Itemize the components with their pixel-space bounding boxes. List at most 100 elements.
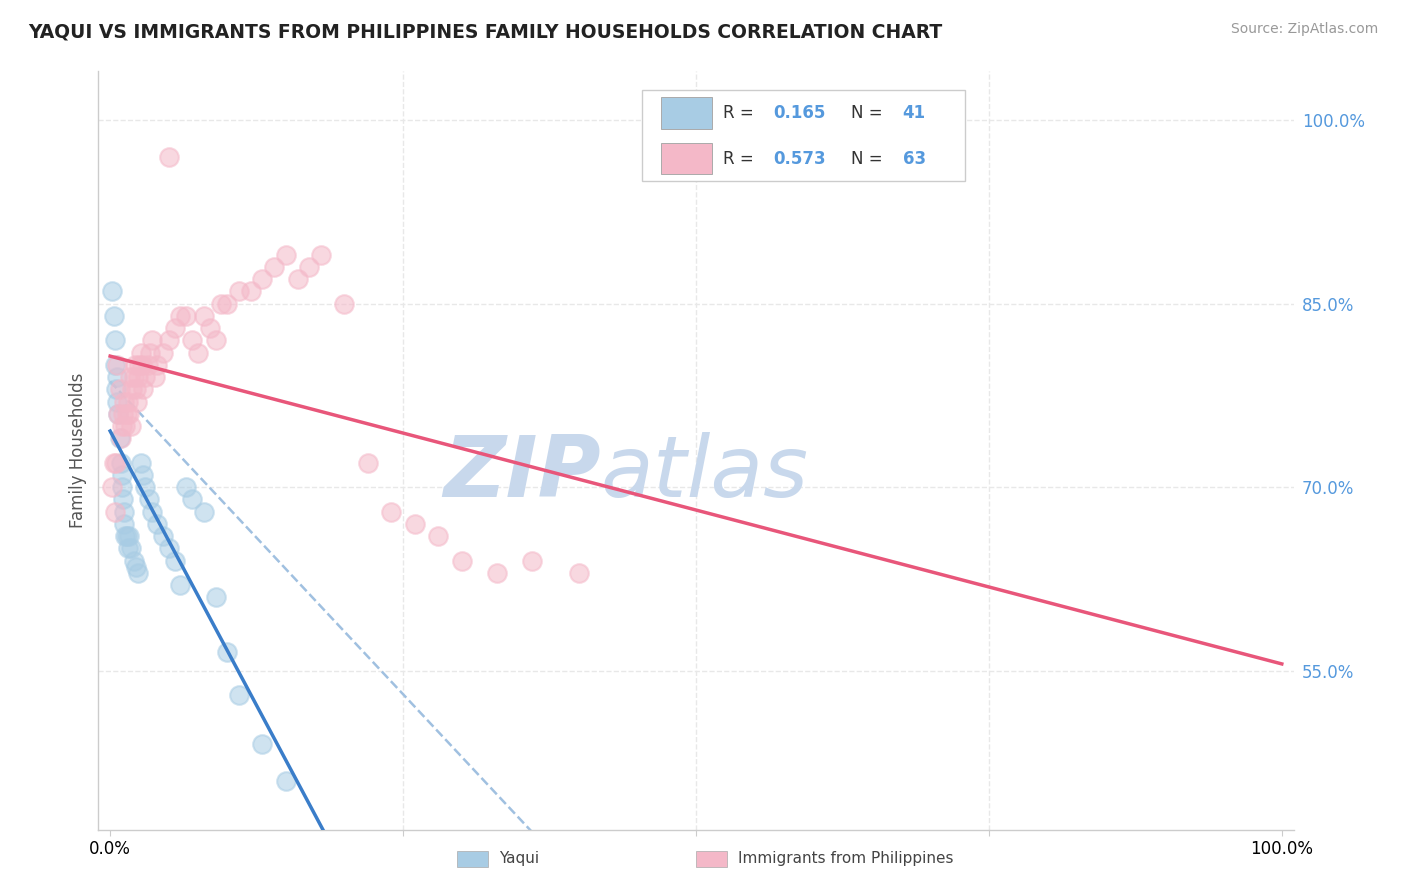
Point [174,480,197,494]
Point [112,407,135,421]
Point [105,456,128,470]
Point [112,505,135,519]
Point [128,358,150,372]
Point [274,773,297,788]
FancyBboxPatch shape [643,90,965,181]
Point [211,296,233,310]
Text: YAQUI VS IMMIGRANTS FROM PHILIPPINES FAMILY HOUSEHOLDS CORRELATION CHART: YAQUI VS IMMIGRANTS FROM PHILIPPINES FAM… [28,22,942,41]
Point [450,553,472,567]
Point [181,334,204,348]
Text: N =: N = [852,150,889,168]
Point [114,529,136,543]
Point [115,407,138,421]
Point [380,505,402,519]
Point [485,566,508,580]
Point [141,334,163,348]
Point [152,529,174,543]
Point [143,370,166,384]
Point [228,285,250,299]
Point [132,382,155,396]
Point [104,334,127,348]
Y-axis label: Family Households: Family Households [69,373,87,528]
Point [112,516,135,531]
Point [127,566,149,580]
Point [111,467,134,482]
Point [252,272,274,286]
Text: 0.573: 0.573 [773,150,827,168]
Point [427,529,450,543]
Point [187,345,209,359]
Point [112,394,135,409]
Point [263,260,285,274]
Point [146,516,169,531]
Text: 0.165: 0.165 [773,104,827,122]
Point [115,529,138,543]
Text: 41: 41 [903,104,925,122]
Point [127,370,149,384]
Point [169,309,191,323]
Text: N =: N = [852,104,889,122]
Text: Immigrants from Philippines: Immigrants from Philippines [738,852,953,866]
Point [105,394,128,409]
Point [122,370,145,384]
Point [134,480,156,494]
Point [108,431,131,445]
Point [118,407,141,421]
Text: R =: R = [724,150,759,168]
Bar [661,97,711,129]
Point [118,529,141,543]
Point [193,309,215,323]
Text: Yaqui: Yaqui [499,852,540,866]
Point [309,248,332,262]
Point [141,505,163,519]
Point [105,358,128,372]
Point [138,492,160,507]
Bar [661,143,711,175]
Point [125,559,148,574]
Point [104,505,127,519]
Point [125,382,148,396]
Point [134,370,156,384]
Point [136,358,159,372]
Point [131,358,153,372]
Point [193,505,215,519]
Point [333,296,356,310]
Point [129,456,152,470]
Point [107,407,129,421]
Point [274,248,297,262]
Point [357,456,380,470]
Text: atlas: atlas [600,432,808,515]
Point [101,480,124,494]
Point [228,688,250,702]
Point [111,480,134,494]
Point [101,285,124,299]
Point [204,591,226,605]
Point [103,309,125,323]
Point [129,345,152,359]
Point [110,456,132,470]
Point [105,370,128,384]
Point [105,382,128,396]
Point [174,309,197,323]
Text: R =: R = [724,104,759,122]
Point [198,321,221,335]
Point [163,553,186,567]
Point [114,419,136,434]
Point [120,419,142,434]
Point [169,578,191,592]
Point [239,285,262,299]
Text: ZIP: ZIP [443,432,600,515]
Point [107,407,129,421]
Point [287,272,309,286]
Point [117,541,139,556]
Point [103,456,125,470]
Point [132,467,155,482]
Point [217,296,239,310]
Point [108,382,131,396]
Point [127,394,149,409]
Point [163,321,186,335]
Point [117,394,139,409]
Point [111,419,134,434]
Point [152,345,174,359]
Point [181,492,204,507]
